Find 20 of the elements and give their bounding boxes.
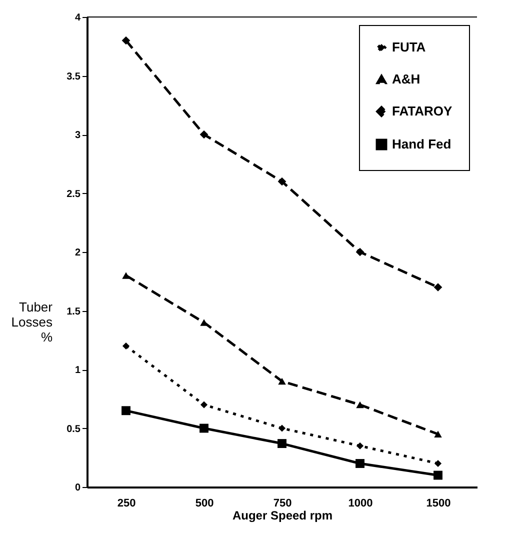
y-tick-label: 0: [74, 482, 81, 494]
y-tick-label: 1.5: [66, 306, 81, 318]
y-tick-label: 3: [74, 130, 81, 141]
x-tick-label: 750: [273, 498, 292, 510]
y-tick-label: 2: [74, 248, 81, 258]
x-axis-title: Auger Speed rpm: [232, 508, 333, 522]
y-tick-label: 1: [74, 365, 81, 376]
legend-label: FUTA: [392, 40, 426, 54]
x-tick-label: 1500: [426, 498, 451, 510]
y-tick-label: 2.5: [66, 188, 81, 200]
y-axis-title: Tuber Losses %: [11, 300, 54, 344]
x-tick-label: 250: [117, 498, 136, 510]
legend-label: Hand Fed: [392, 136, 452, 152]
y-tick-label: 0.5: [66, 424, 81, 435]
legend-label: FATAROY: [392, 104, 453, 118]
x-tick-label: 500: [195, 498, 214, 510]
y-tick-label: 3.5: [66, 71, 81, 82]
y-tick-label: 4: [74, 12, 81, 24]
x-tick-label: 1000: [348, 498, 373, 510]
legend-label: A&H: [392, 72, 420, 86]
